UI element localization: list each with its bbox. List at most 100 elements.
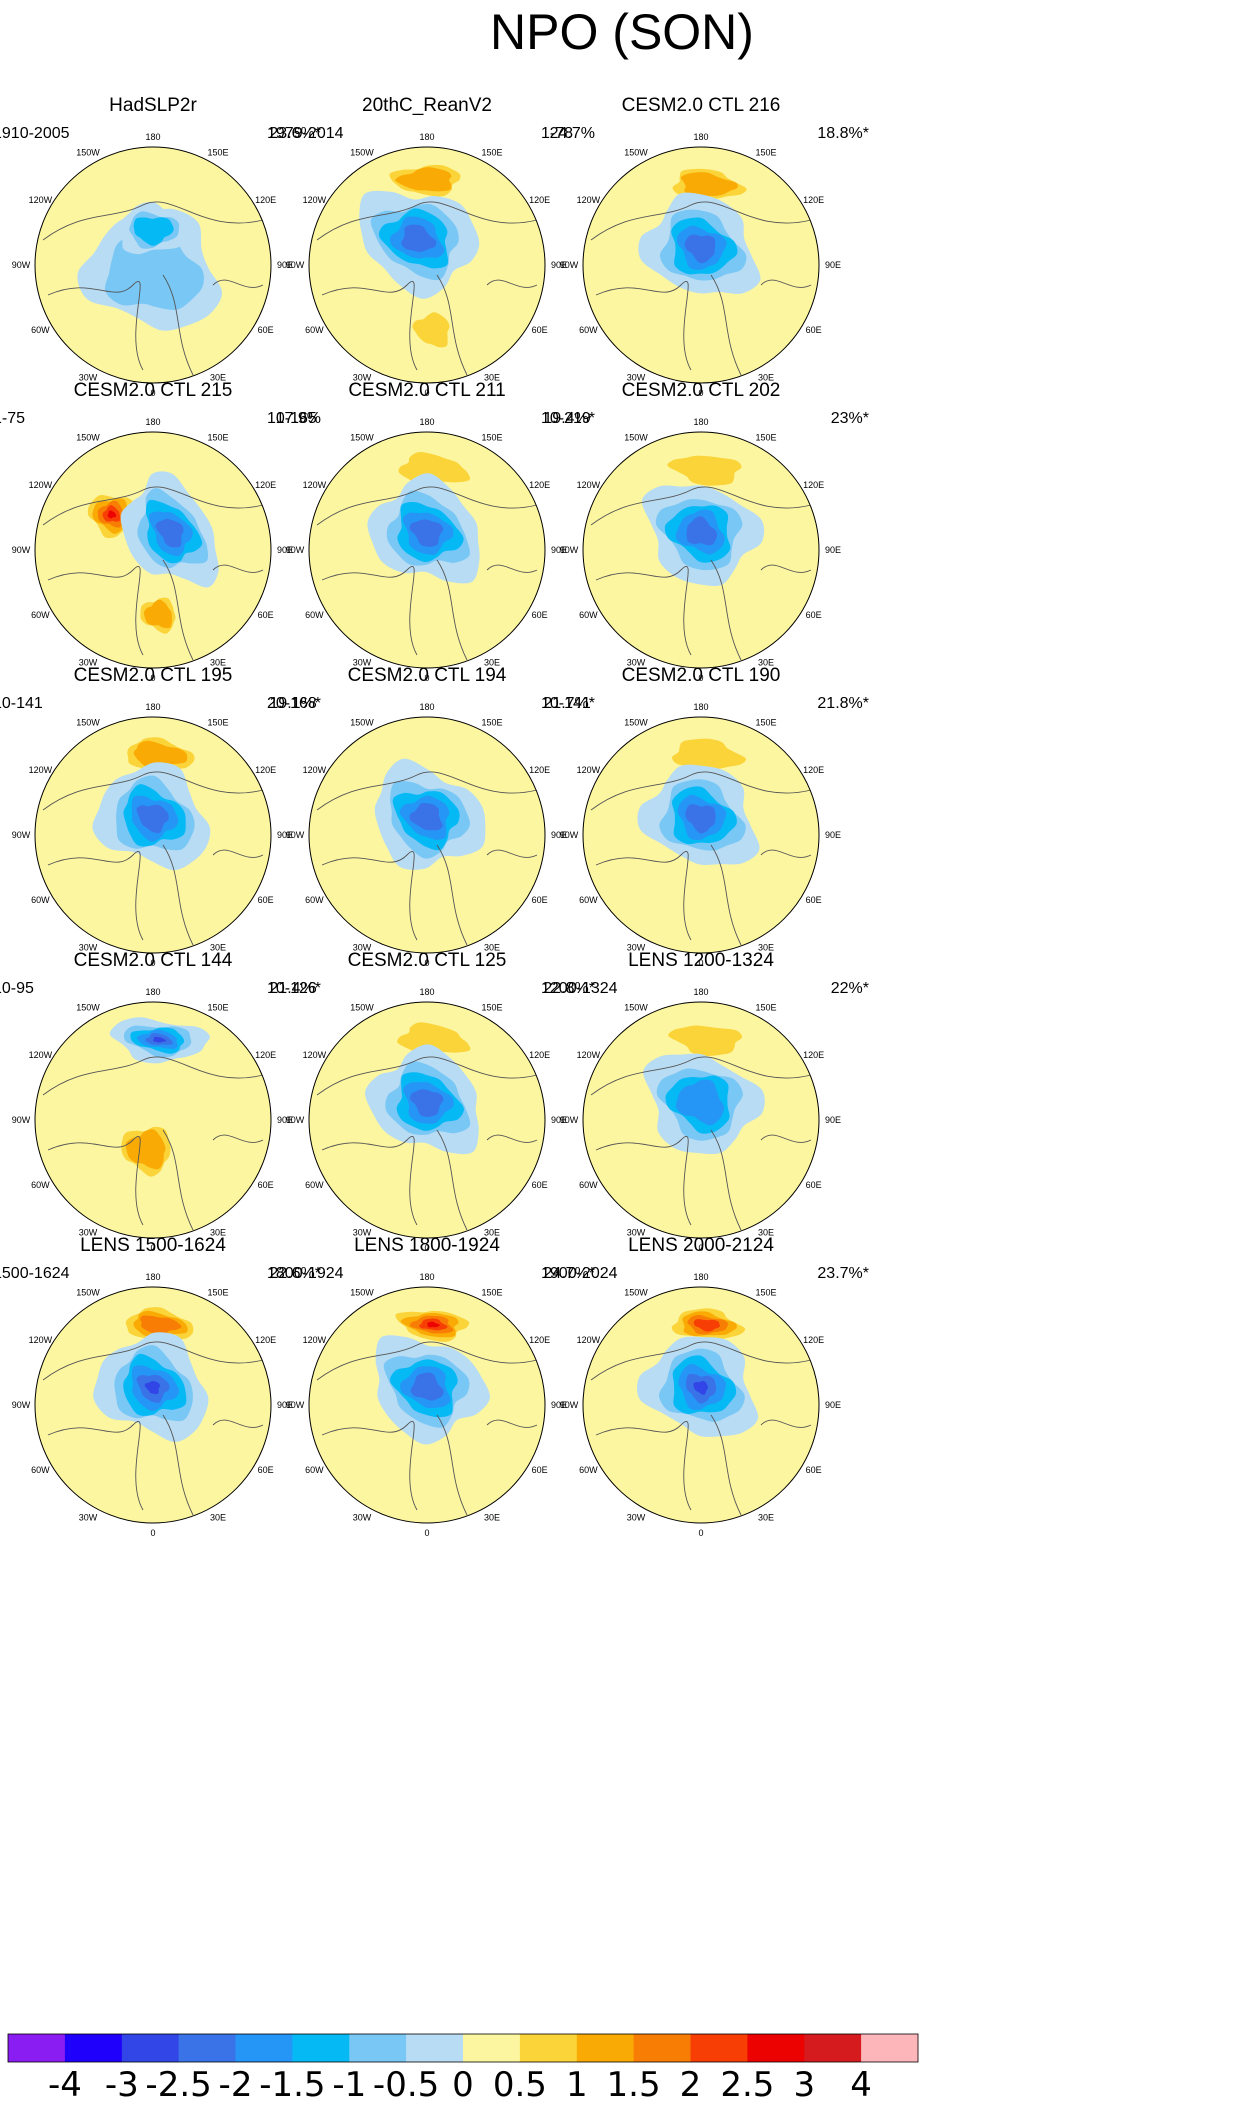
longitude-label: 0 xyxy=(424,673,429,683)
longitude-label: 120E xyxy=(529,480,550,490)
longitude-label: 30W xyxy=(79,658,98,668)
anomaly-contour-negative xyxy=(675,1079,724,1126)
map-panel: LENS 2000-2124 1900-2024 23.7%* 180 150E 120E… xyxy=(501,1235,901,1605)
coastline xyxy=(42,1056,264,1096)
coastline xyxy=(316,201,538,241)
longitude-label: 120E xyxy=(803,765,824,775)
panel-variance: 23.7%* xyxy=(817,1265,869,1282)
map-panel: LENS 1200-1324 1200-1324 22%* 180 150E 120E 90… xyxy=(501,950,901,1320)
panel-period: 10-126 xyxy=(267,980,317,997)
coastline xyxy=(590,1341,812,1381)
longitude-label: 60E xyxy=(532,325,548,335)
colorbar-tick-label: -3 xyxy=(105,2065,139,2105)
longitude-label: 120W xyxy=(29,480,53,490)
longitude-label: 30E xyxy=(484,373,500,383)
colorbar-swatch xyxy=(406,2034,464,2062)
anomaly-contour-negative xyxy=(693,1380,708,1395)
coastlines xyxy=(42,486,264,661)
longitude-label: 30W xyxy=(627,1228,646,1238)
longitude-label: 30E xyxy=(758,373,774,383)
panel-period: 10-141 xyxy=(0,695,43,712)
longitude-label: 90W xyxy=(286,545,305,555)
longitude-label: 120W xyxy=(303,195,327,205)
longitude-label: 150W xyxy=(624,147,648,157)
longitude-label: 30E xyxy=(210,658,226,668)
panel-period: 10-95 xyxy=(0,980,34,997)
coastline xyxy=(590,486,812,526)
panel-variance: 23.6%* xyxy=(269,125,321,142)
coastline xyxy=(710,844,742,946)
coastline xyxy=(436,1129,468,1231)
colorbar-tick-label: 3 xyxy=(793,2065,815,2105)
longitude-label: 150W xyxy=(350,1287,374,1297)
longitude-label: 180 xyxy=(419,702,434,712)
longitude-label: 120W xyxy=(577,765,601,775)
longitude-label: 60E xyxy=(532,1180,548,1190)
longitude-label: 60E xyxy=(532,610,548,620)
coastlines xyxy=(42,201,264,376)
map-panel: CESM2.0 CTL 211 10-165 19.4%* 180 150E 120E 90… xyxy=(227,380,627,750)
colorbar-swatch xyxy=(804,2034,862,2062)
map-border xyxy=(582,716,820,954)
longitude-label: 60W xyxy=(31,895,50,905)
colorbar-tick-label: 2.5 xyxy=(720,2065,774,2105)
longitude-label: 30W xyxy=(353,943,372,953)
longitude-label: 120E xyxy=(803,195,824,205)
coastline xyxy=(212,1419,264,1428)
coastline xyxy=(212,279,264,288)
longitude-label: 180 xyxy=(145,132,160,142)
longitude-label: 150W xyxy=(76,1002,100,1012)
map-border xyxy=(582,1286,820,1524)
longitude-label: 150E xyxy=(755,717,776,727)
longitude-label: 30W xyxy=(79,1513,98,1523)
longitude-label: 30E xyxy=(484,1228,500,1238)
panel-variance: 24.7%* xyxy=(543,1265,595,1282)
coastlines xyxy=(590,486,812,661)
coastline xyxy=(321,566,418,656)
longitude-label: 150W xyxy=(624,1002,648,1012)
longitude-label: 150W xyxy=(350,1002,374,1012)
coastline xyxy=(590,201,812,241)
longitude-label: 60E xyxy=(258,895,274,905)
longitude-label: 120E xyxy=(255,195,276,205)
coastline xyxy=(595,566,692,656)
longitude-label: 60E xyxy=(258,1180,274,1190)
longitude-label: 60E xyxy=(532,1465,548,1475)
longitude-label: 120W xyxy=(577,1335,601,1345)
longitude-label: 60W xyxy=(305,325,324,335)
longitude-label: 60W xyxy=(31,1465,50,1475)
colorbar-swatch xyxy=(519,2034,578,2062)
longitude-label: 150W xyxy=(350,432,374,442)
longitude-label: 150E xyxy=(207,147,228,157)
coastline xyxy=(486,279,538,288)
longitude-label: 30E xyxy=(758,658,774,668)
map-panel: CESM2.0 CTL 190 10-141 21.8%* 180 150E 120E 90… xyxy=(501,665,901,1035)
colorbar-tick-label: 0 xyxy=(452,2065,474,2105)
map-panel: CESM2.0 CTL 195 10-141 19.1%* 180 150E 120E 90… xyxy=(0,665,353,1035)
anomaly-contour-negative xyxy=(684,234,716,264)
longitude-label: 120E xyxy=(803,480,824,490)
longitude-label: 150E xyxy=(481,147,502,157)
longitude-label: 30E xyxy=(758,1513,774,1523)
coastline xyxy=(436,274,468,376)
longitude-label: 30W xyxy=(353,1228,372,1238)
polar-map: 180 150E 120E 90E 60E 30E 0 30W 60W 90W 120W 150W xyxy=(12,987,293,1253)
coastline xyxy=(760,849,812,858)
longitude-label: 120W xyxy=(303,765,327,775)
longitude-label: 30E xyxy=(210,943,226,953)
map-border xyxy=(308,1286,546,1524)
anomaly-contour-negative xyxy=(686,516,718,546)
coastline xyxy=(42,771,264,811)
panel-title: CESM2.0 CTL 194 xyxy=(347,665,507,686)
anomaly-contour-positive xyxy=(680,172,738,197)
coastline xyxy=(321,851,418,941)
longitude-label: 180 xyxy=(145,417,160,427)
anomaly-contour-positive xyxy=(398,452,471,484)
longitude-label: 30W xyxy=(79,943,98,953)
panel-period: 20-168 xyxy=(267,695,317,712)
panel-period: 1900-2024 xyxy=(541,1265,618,1282)
longitude-label: 150E xyxy=(755,1287,776,1297)
coastlines xyxy=(590,1056,812,1231)
map-background xyxy=(35,1002,271,1238)
longitude-label: 180 xyxy=(693,702,708,712)
